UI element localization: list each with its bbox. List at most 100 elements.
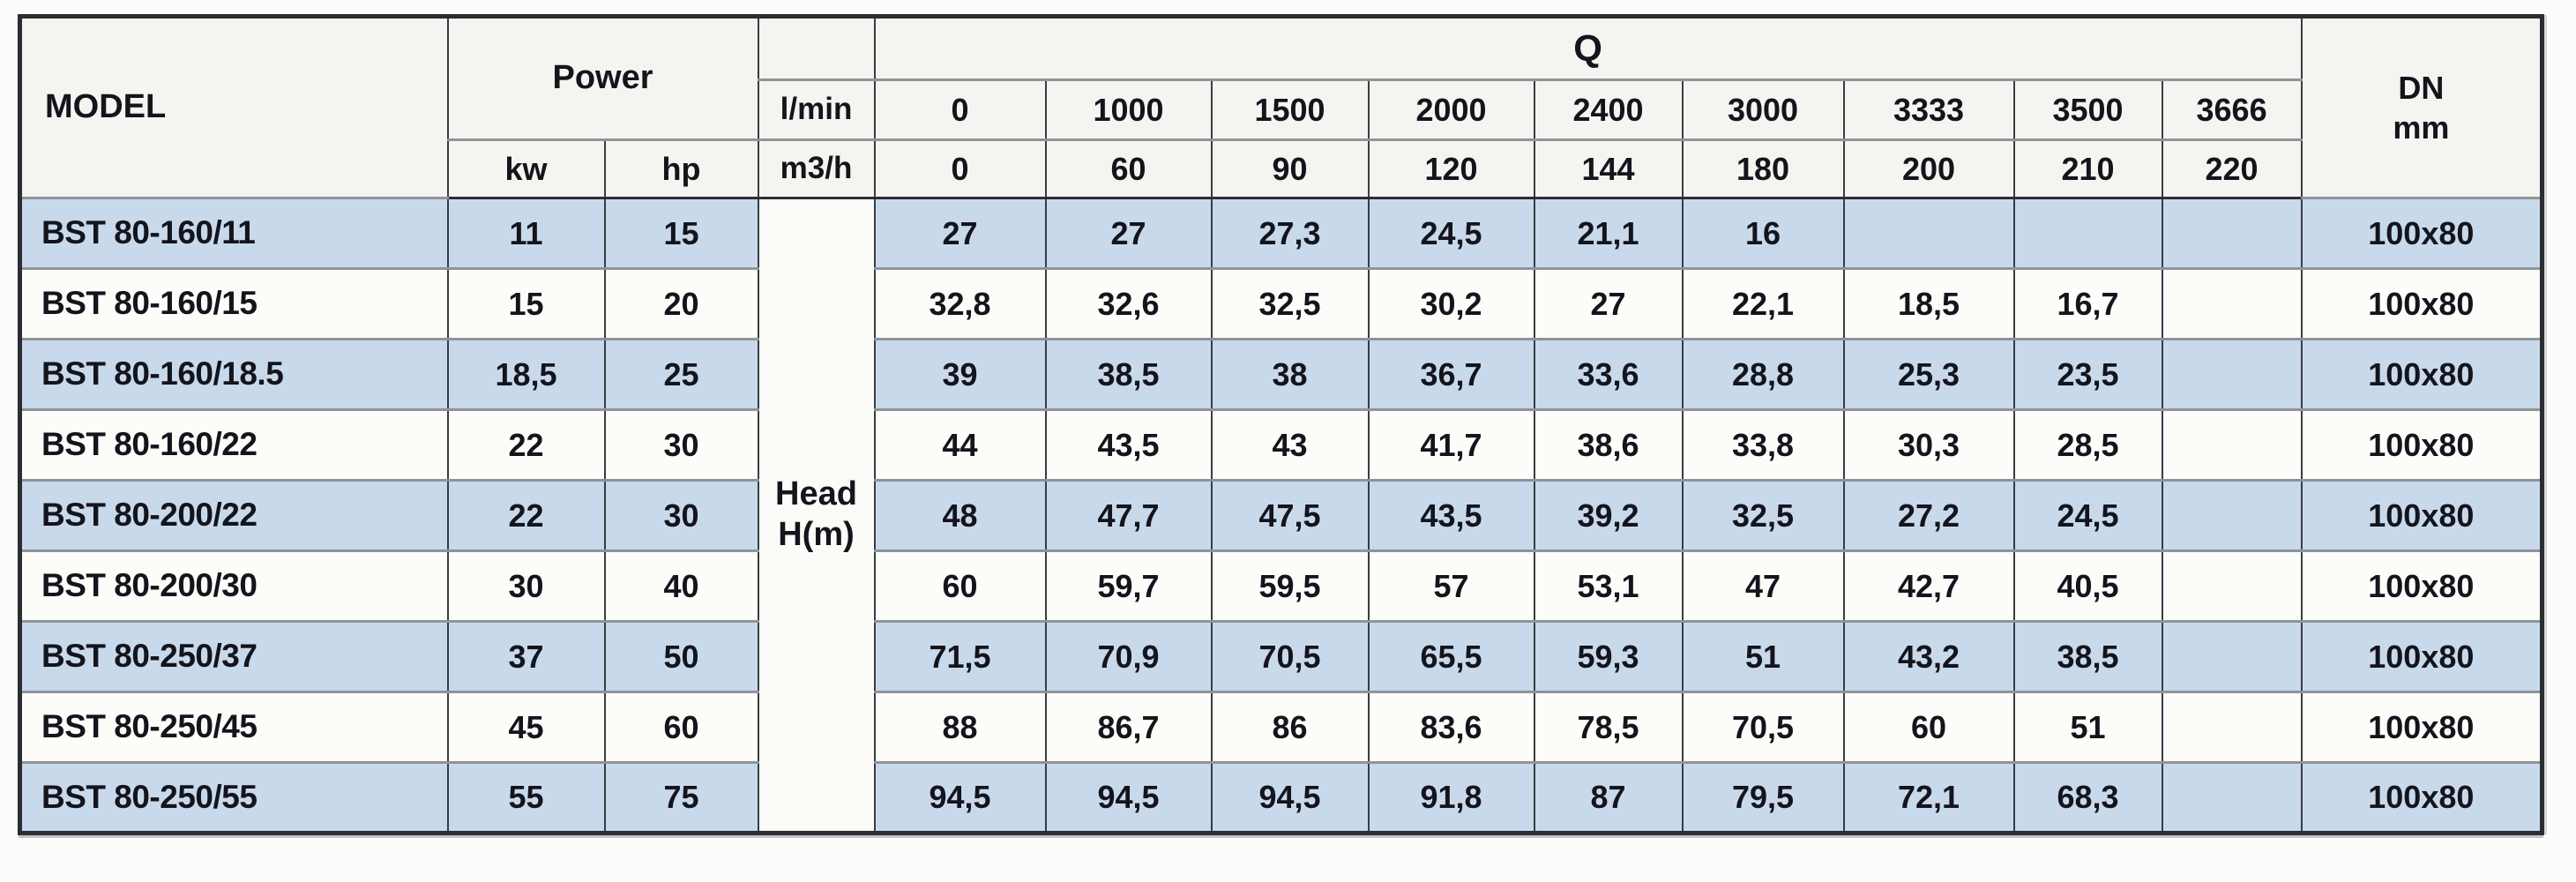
table-header: MODEL Power Q DN mm l/min 0 1000 1500 20… — [19, 15, 2543, 199]
head-value-cell — [2161, 479, 2303, 552]
header-row-q: MODEL Power Q DN mm — [19, 15, 2543, 199]
head-value-cell: 53,1 — [1533, 549, 1684, 623]
hp-cell: 20 — [603, 267, 759, 340]
head-value-cell — [2161, 549, 2303, 623]
head-value-cell: 28,8 — [1681, 338, 1845, 411]
head-value-cell: 27,3 — [1210, 197, 1370, 270]
head-value-cell: 72,1 — [1842, 761, 2015, 834]
flow-m3h-value: 60 — [1044, 138, 1213, 199]
head-value-cell: 18,5 — [1842, 267, 2015, 340]
head-value-cell: 32,5 — [1681, 479, 1845, 552]
table-row: BST 80-160/11 11 15 Head H(m) 27 27 27,3 24,5 21,… — [19, 197, 2543, 834]
head-value-cell: 32,6 — [1044, 267, 1213, 340]
head-value-cell: 39,2 — [1533, 479, 1684, 552]
head-value-cell: 27,2 — [1842, 479, 2015, 552]
q-column-header: Q — [873, 15, 2303, 81]
kw-cell: 55 — [446, 761, 606, 834]
flow-lmin-value: 1500 — [1210, 78, 1370, 141]
kw-cell: 11 — [446, 197, 606, 270]
hp-cell: 75 — [603, 761, 759, 834]
head-value-cell: 38,5 — [2012, 620, 2163, 693]
flow-lmin-value: 3666 — [2161, 78, 2303, 141]
model-cell: BST 80-250/45 — [19, 691, 449, 764]
dn-cell: 100x80 — [2300, 267, 2543, 340]
head-value-cell — [2161, 408, 2303, 482]
flow-m3h-value: 120 — [1367, 138, 1535, 199]
power-unit-kw-label: kw — [446, 138, 606, 199]
head-value-cell — [2161, 267, 2303, 340]
flow-unit-lmin-label: l/min — [757, 78, 876, 141]
power-column-header: Power — [446, 15, 759, 141]
table-row: BST 80-160/22 22 30 44 43,5 43 41,7 38,6 33,8 30,… — [19, 408, 2543, 482]
model-cell: BST 80-160/22 — [19, 408, 449, 482]
flow-m3h-value: 220 — [2161, 138, 2303, 199]
head-value-cell: 47,7 — [1044, 479, 1213, 552]
head-value-cell — [1842, 197, 2015, 270]
head-value-cell: 39 — [873, 338, 1047, 411]
flow-m3h-value: 0 — [873, 138, 1047, 199]
head-value-cell: 86 — [1210, 691, 1370, 764]
head-value-cell: 43,5 — [1367, 479, 1535, 552]
kw-cell: 45 — [446, 691, 606, 764]
flow-m3h-value: 210 — [2012, 138, 2163, 199]
head-value-cell: 47,5 — [1210, 479, 1370, 552]
model-cell: BST 80-160/11 — [19, 197, 449, 270]
flow-lmin-value: 3500 — [2012, 78, 2163, 141]
table-row: BST 80-250/55 55 75 94,5 94,5 94,5 91,8 87 79,5 7… — [19, 761, 2543, 834]
head-value-cell — [2161, 691, 2303, 764]
head-value-cell: 71,5 — [873, 620, 1047, 693]
table-row: BST 80-250/45 45 60 88 86,7 86 83,6 78,5 70,5 60 5… — [19, 691, 2543, 764]
flow-m3h-value: 90 — [1210, 138, 1370, 199]
hp-cell: 40 — [603, 549, 759, 623]
head-value-cell: 88 — [873, 691, 1047, 764]
dn-label-line2: mm — [2393, 109, 2450, 146]
table-row: BST 80-250/37 37 50 71,5 70,9 70,5 65,5 59,3 51 4… — [19, 620, 2543, 693]
dn-cell: 100x80 — [2300, 620, 2543, 693]
head-value-cell: 59,5 — [1210, 549, 1370, 623]
head-value-cell — [2161, 620, 2303, 693]
hp-cell: 30 — [603, 479, 759, 552]
model-cell: BST 80-200/30 — [19, 549, 449, 623]
table-row: BST 80-200/22 22 30 48 47,7 47,5 43,5 39,2 32,5 2… — [19, 479, 2543, 552]
head-value-cell: 28,5 — [2012, 408, 2163, 482]
hp-cell: 15 — [603, 197, 759, 270]
head-value-cell — [2161, 761, 2303, 834]
kw-cell: 30 — [446, 549, 606, 623]
flow-m3h-value: 144 — [1533, 138, 1684, 199]
head-value-cell: 94,5 — [1210, 761, 1370, 834]
head-value-cell: 38,6 — [1533, 408, 1684, 482]
spec-table-body: BST 80-160/11 11 15 Head H(m) 27 27 27,3 24,5 21,… — [19, 197, 2543, 834]
head-value-cell: 38 — [1210, 338, 1370, 411]
model-column-header: MODEL — [19, 15, 449, 199]
dn-cell: 100x80 — [2300, 197, 2543, 270]
flow-m3h-value: 200 — [1842, 138, 2015, 199]
model-cell: BST 80-250/37 — [19, 620, 449, 693]
head-value-cell: 57 — [1367, 549, 1535, 623]
kw-cell: 37 — [446, 620, 606, 693]
dn-column-header: DN mm — [2300, 15, 2543, 199]
head-value-cell: 43,5 — [1044, 408, 1213, 482]
head-value-cell: 48 — [873, 479, 1047, 552]
kw-cell: 22 — [446, 479, 606, 552]
head-value-cell: 23,5 — [2012, 338, 2163, 411]
kw-cell: 22 — [446, 408, 606, 482]
head-value-cell: 27 — [1533, 267, 1684, 340]
hp-cell: 25 — [603, 338, 759, 411]
head-value-cell: 33,6 — [1533, 338, 1684, 411]
model-cell: BST 80-160/15 — [19, 267, 449, 340]
head-value-cell: 24,5 — [2012, 479, 2163, 552]
head-value-cell: 16,7 — [2012, 267, 2163, 340]
head-label-line1: Head — [775, 475, 857, 513]
head-value-cell: 30,3 — [1842, 408, 2015, 482]
table-row: BST 80-160/18.5 18,5 25 39 38,5 38 36,7 33,6 28,… — [19, 338, 2543, 411]
head-value-cell: 41,7 — [1367, 408, 1535, 482]
head-value-cell: 83,6 — [1367, 691, 1535, 764]
head-value-cell: 59,3 — [1533, 620, 1684, 693]
power-unit-hp-label: hp — [603, 138, 759, 199]
head-value-cell: 32,8 — [873, 267, 1047, 340]
head-value-cell: 91,8 — [1367, 761, 1535, 834]
dn-cell: 100x80 — [2300, 408, 2543, 482]
head-value-cell: 27 — [873, 197, 1047, 270]
header-row-m3h: kw hp m3/h 0 60 90 120 144 180 200 210 2… — [20, 138, 2542, 199]
